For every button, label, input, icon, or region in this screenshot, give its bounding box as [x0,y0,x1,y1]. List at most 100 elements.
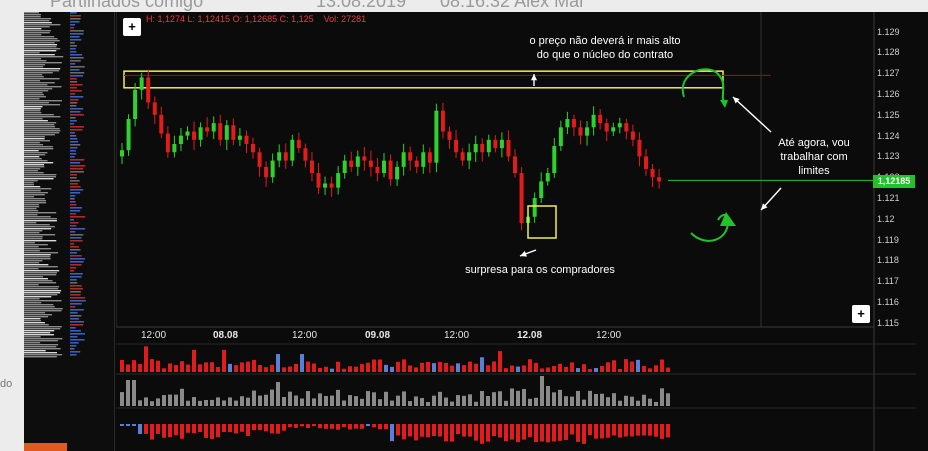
volume-bar-gray [582,399,586,406]
profile-bar [24,166,45,168]
volume-bar-gray [414,396,418,406]
profile-bar [24,96,47,98]
candle-body [578,127,583,136]
profile-bar [24,332,51,334]
delta-bar [660,424,664,439]
pointer-arrow-top-head [530,74,538,81]
delta-bar [516,424,520,443]
volume-bar [276,354,280,372]
profile-bar [24,144,44,146]
delta-bar [594,424,598,439]
candle-body [178,135,183,144]
profile-bar [24,348,61,350]
profile-delta-bar [70,183,78,185]
profile-bar [24,214,38,216]
volume-bar-gray [474,401,478,406]
volume-bar-gray [576,390,580,406]
profile-delta-bar [70,108,84,110]
profile-bar [24,290,62,292]
candle-body [539,181,544,199]
price-tick-label: 1.124 [877,130,900,141]
delta-bar [276,424,280,434]
profile-delta-bar [70,51,77,53]
candle-body [336,173,341,188]
volume-bar [210,362,214,372]
profile-delta-bar [70,147,78,149]
volume-bar-gray [174,394,178,406]
profile-delta-bar [70,186,81,188]
volume-bar [612,360,616,372]
pointer-arrow-right-upper-head [733,97,740,104]
profile-bar [24,90,49,92]
delta-bar [540,424,544,442]
volume-bar-gray [564,396,568,406]
candle-body [251,143,255,153]
time-tick-label: 12:00 [444,330,470,341]
profile-bar [24,106,43,108]
add-button-bottom[interactable]: + [852,305,870,323]
candle-body [146,77,151,103]
profile-delta-bar [70,129,83,131]
candle-body [388,160,393,180]
candle-body [611,127,616,132]
volume-bar-gray [276,382,280,406]
volume-bar-gray [294,395,298,406]
volume-bar [378,359,382,372]
candle-body [414,160,419,167]
volume-bar [618,368,622,372]
profile-bar [24,158,42,160]
volume-bar-gray [558,389,562,406]
pointer-arrow-bottom-head [520,250,527,257]
profile-bar [24,60,47,62]
volume-bar [462,365,466,372]
resistance-box [123,70,724,89]
volume-bar [588,368,592,372]
candle-body [277,152,282,161]
price-chart[interactable] [116,12,916,451]
time-tick-label: 12.08 [517,330,543,341]
candle-body [532,198,537,217]
profile-bar [24,184,34,186]
profile-delta-bar [70,156,75,158]
profile-delta-bar [70,15,81,17]
profile-bar [24,216,51,218]
time-tick-label: 12:00 [292,330,318,341]
profile-bar [24,232,40,234]
price-tick-label: 1.117 [877,276,899,287]
profile-delta-bar [70,246,79,248]
add-button-top[interactable]: + [123,18,141,36]
volume-bar-gray [594,393,598,406]
profile-delta-bar [70,45,77,47]
candle-body [657,177,662,182]
delta-bar [480,424,484,444]
profile-bar [24,38,58,40]
volume-bar [162,368,166,372]
volume-bar-gray [588,390,592,406]
profile-delta-bar [70,99,79,101]
profile-bar [24,160,48,162]
candle-body [598,114,603,124]
volume-bar [492,361,496,372]
delta-bar [300,424,304,427]
profile-delta-bar [70,240,83,242]
candle-body [447,131,452,140]
candle-body [591,114,596,128]
delta-bar [588,424,592,436]
profile-bar [24,244,48,246]
candle-body [480,143,485,153]
profile-delta-bar [70,321,84,323]
window-date: 13.08.2019 [316,0,407,11]
profile-bar [24,100,63,102]
delta-bar [426,424,430,438]
volume-bar [570,362,574,372]
profile-bar [24,234,56,236]
profile-bar [24,326,62,328]
delta-bar [210,424,214,439]
profile-bar [24,14,41,16]
profile-bar [24,84,48,86]
note-limits-line3: limites [798,165,830,177]
volume-bar [666,367,670,372]
profile-bar [24,148,54,150]
delta-bar [372,424,376,428]
delta-bar [648,424,652,436]
